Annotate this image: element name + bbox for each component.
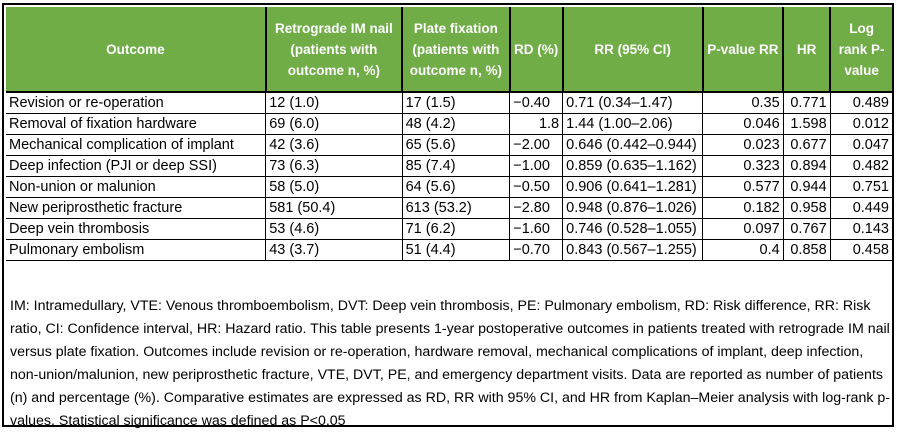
table-cell: 43 (3.7) [265,239,403,261]
table-cell: −0.70 [509,239,563,261]
table-cell: 0.677 [782,134,831,156]
table-cell: 12 (1.0) [265,92,403,114]
table-cell: 0.906 (0.641–1.281) [562,176,703,198]
table-cell: 1.598 [782,113,831,135]
table-row: Removal of fixation hardware 69 (6.0) 48 (… [6,113,892,135]
table-cell: 0.4 [702,239,784,261]
table-cell: 0.489 [829,92,892,114]
table-cell: 0.843 (0.567–1.255) [562,239,703,261]
header-row: Outcome Retrograde IM nail (patients with… [6,7,892,93]
table-cell: 0.577 [702,176,784,198]
table-cell: 0.894 [782,155,831,177]
table-cell: −1.60 [509,218,563,240]
table-cell: 42 (3.6) [265,134,403,156]
table-cell: 0.143 [829,218,892,240]
table-cell: Removal of fixation hardware [6,113,266,135]
column-header: RR (95% CI) [561,7,704,93]
table-cell: 0.771 [782,92,831,114]
table-row: Revision or re-operation 12 (1.0) 17 (1.5)… [6,92,892,114]
table-cell: 58 (5.0) [265,176,403,198]
table-cell: 0.482 [829,155,892,177]
table-cell: 51 (4.4) [401,239,510,261]
table-cell: 0.646 (0.442–0.944) [562,134,703,156]
column-header: RD (%) [508,7,564,93]
table-cell: −2.80 [509,197,563,219]
table-cell: 0.859 (0.635–1.162) [562,155,703,177]
outcomes-table: Outcome Retrograde IM nail (patients with… [6,7,892,261]
table-cell: Deep vein thrombosis [6,218,266,240]
table-cell: Deep infection (PJI or deep SSI) [6,155,266,177]
table-cell: 0.012 [829,113,892,135]
table-cell: 613 (53.2) [401,197,510,219]
table-cell: 0.182 [702,197,784,219]
table-cell: 0.458 [829,239,892,261]
table-cell: 73 (6.3) [265,155,403,177]
table-cell: Non-union or malunion [6,176,266,198]
table-row: Deep vein thrombosis 53 (4.6) 71 (6.2) −1.6… [6,218,892,240]
table-cell: 0.046 [702,113,784,135]
table-cell: 0.323 [702,155,784,177]
table-cell: 0.449 [829,197,892,219]
table-cell: 48 (4.2) [401,113,510,135]
table-cell: New periprosthetic fracture [6,197,266,219]
column-header: Retrograde IM nail (patients with outcom… [264,7,404,93]
column-header: Outcome [6,7,267,93]
table-row: Deep infection (PJI or deep SSI) 73 (6.3)… [6,155,892,177]
table-footnote: IM: Intramedullary, VTE: Venous thromboe… [10,298,890,429]
table-cell: 53 (4.6) [265,218,403,240]
table-cell: Pulmonary embolism [6,239,266,261]
table-cell: 64 (5.6) [401,176,510,198]
table-cell: 69 (6.0) [265,113,403,135]
column-header: Log rank P-value [829,7,892,93]
table-cell: 0.097 [702,218,784,240]
table-cell: 0.767 [782,218,831,240]
table-cell: Revision or re-operation [6,92,266,114]
table-cell: 17 (1.5) [401,92,510,114]
table-row: Pulmonary embolism 43 (3.7) 51 (4.4) −0.70 0… [6,239,892,261]
table-row: Mechanical complication of implant 42 (3.… [6,134,892,156]
table-cell: 0.944 [782,176,831,198]
table-cell: −0.40 [509,92,563,114]
table-row: New periprosthetic fracture 581 (50.4) 613… [6,197,892,219]
table-cell: 0.751 [829,176,892,198]
column-header: Plate fixation (patients with outcome n,… [401,7,511,93]
table-cell: 1.44 (1.00–2.06) [562,113,703,135]
table-cell: 0.948 (0.876–1.026) [562,197,703,219]
table-cell: 581 (50.4) [265,197,403,219]
table-cell: 71 (6.2) [401,218,510,240]
column-header: P-value RR [701,7,785,93]
table-cell: 0.958 [782,197,831,219]
table-cell: 0.746 (0.528–1.055) [562,218,703,240]
table-cell: 1.8 [509,113,563,135]
column-header: HR [782,7,832,93]
table-container: Outcome Retrograde IM nail (patients with… [2,3,894,429]
table-cell: 65 (5.6) [401,134,510,156]
table-cell: 0.047 [829,134,892,156]
table-row: Non-union or malunion 58 (5.0) 64 (5.6) −0.… [6,176,892,198]
table-cell: −0.50 [509,176,563,198]
table-cell: Mechanical complication of implant [6,134,266,156]
table-cell: 0.023 [702,134,784,156]
table-cell: 0.71 (0.34–1.47) [562,92,703,114]
table-cell: 0.35 [702,92,784,114]
table-cell: 85 (7.4) [401,155,510,177]
table-cell: −2.00 [509,134,563,156]
table-cell: −1.00 [509,155,563,177]
table-cell: 0.858 [782,239,831,261]
